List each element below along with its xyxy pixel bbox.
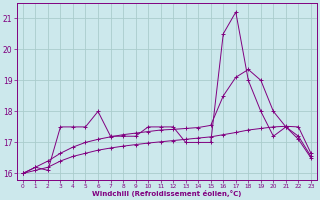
X-axis label: Windchill (Refroidissement éolien,°C): Windchill (Refroidissement éolien,°C) [92,190,242,197]
